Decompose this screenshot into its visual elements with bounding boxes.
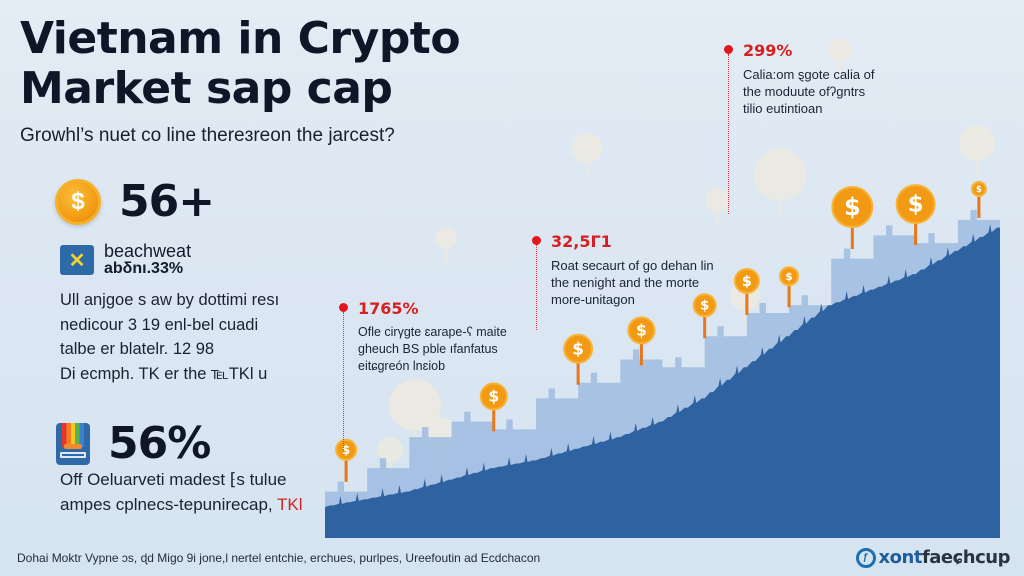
stat-label: beachweat <box>104 241 192 261</box>
svg-text:$: $ <box>572 338 584 358</box>
coin-marker-icon: $ <box>335 438 358 482</box>
stat-value: 56+ <box>119 176 215 227</box>
callout-line: the moduute ofʔgntrs <box>743 84 866 99</box>
callout-line: Calia:om ȿgote calia of <box>743 67 875 82</box>
callout-value: 299% <box>743 41 793 60</box>
coin-marker-icon: $ <box>895 184 936 246</box>
dollar-coin-icon: $ <box>55 178 101 225</box>
description-line: talbe er blatelr. 12 98 <box>60 340 215 358</box>
description-line: Di ecmph. TK er the ℡TKl u <box>60 364 268 383</box>
coin-marker-icon: $ <box>692 293 717 339</box>
brand-name-part1: xont <box>878 547 923 568</box>
svg-text:$: $ <box>742 274 752 290</box>
title-line-2: Market sap cap <box>20 63 393 114</box>
stat-description: Ull anjgoe s aw by dottimi resı nedicour… <box>60 288 320 386</box>
brand-logo[interactable]: ƒ xontfaeɕhcup <box>855 547 1011 568</box>
description-line: ampes cplnecs-tepunirecap, TKl <box>60 492 330 517</box>
svg-text:$: $ <box>488 388 499 406</box>
source-footnote: Dohai Moktr Vypne ɔs, ɖd Migo 9i jone,l … <box>17 551 541 565</box>
stat-share-description: Off Oeluarveti madest ⁅s tulue ampes cpl… <box>60 467 330 517</box>
globe-logo-icon: ƒ <box>855 547 876 568</box>
x-tile-icon: ✕ <box>60 245 94 275</box>
svg-text:$: $ <box>844 193 861 221</box>
ghost-coin-icon <box>435 227 457 263</box>
ghost-coin-icon <box>754 149 806 215</box>
callout-2: 32,5Γ1 Roat secaurt of go dehan lin the … <box>532 232 741 330</box>
svg-text:$: $ <box>700 299 709 314</box>
callout-line: more-unitagon <box>551 292 635 307</box>
stat-value: abδnı.33% <box>104 260 184 277</box>
highlight-text: TKl <box>277 495 303 514</box>
svg-text:$: $ <box>342 443 350 457</box>
marker-dot-icon <box>724 45 733 54</box>
stat-share: 56% <box>56 418 211 469</box>
title-line-1: Vietnam in Crypto <box>20 13 461 64</box>
callout-3: 299% Calia:om ȿgote calia of the moduute… <box>724 41 893 214</box>
subtitle: Growhl’s nuet co line thereɜreon the jar… <box>20 125 395 146</box>
svg-text:$: $ <box>785 270 793 283</box>
coin-marker-icon: $ <box>733 267 760 315</box>
callout-line: tilio eutintioan <box>743 101 823 116</box>
callout-line: gheuch BS pble ıfanfatus <box>358 342 498 356</box>
rainbow-tray-icon <box>56 422 90 465</box>
callout-value: 1765% <box>358 299 419 318</box>
market-cap-area <box>325 224 1000 539</box>
coin-marker-icon: $ <box>479 382 508 432</box>
stat-value: 56% <box>108 418 211 469</box>
callout-1: 1765% Ofle cirγgte ɛarape-ʕ maite gheuch… <box>339 299 558 452</box>
description-text: ampes cplnecs-tepunirecap, <box>60 495 273 514</box>
coin-marker-icon: $ <box>627 316 656 366</box>
callout-line: eitɕgreón lnɛiob <box>358 359 446 373</box>
callout-line: the nenight and the morte <box>551 275 700 290</box>
coin-marker-icon: $ <box>970 180 987 218</box>
coin-marker-icon: $ <box>779 266 800 308</box>
marker-dot-icon <box>339 303 348 312</box>
coin-marker-icon: $ <box>563 333 594 385</box>
description-line: Off Oeluarveti madest ⁅s tulue <box>60 470 287 489</box>
callout-line: Ofle cirγgte ɛarape-ʕ maite <box>358 325 507 339</box>
callout-line: Roat secaurt of go dehan lin <box>551 258 714 273</box>
brand-name-part2: faeɕhcup <box>921 547 1011 568</box>
ghost-coin-icon <box>828 38 852 76</box>
description-line: Ull anjgoe s aw by dottimi resı <box>60 291 280 309</box>
marker-dot-icon <box>532 236 541 245</box>
coin-marker-layer: $ $ $ $ $ $ $ $ $ $ <box>335 180 987 482</box>
svg-text:$: $ <box>976 184 982 194</box>
stat-percentage: ✕ beachweat abδnı.33% <box>60 241 192 277</box>
ghost-coin-icon <box>572 133 602 177</box>
svg-text:$: $ <box>636 322 647 340</box>
page-title: Vietnam in Crypto Market sap cap <box>20 13 461 114</box>
svg-text:$: $ <box>908 192 924 218</box>
callout-value: 32,5Γ1 <box>551 232 612 251</box>
description-line: nedicour 3 19 enl-bel cuadi <box>60 315 259 334</box>
ghost-coin-icon <box>705 188 729 226</box>
coin-marker-icon: $ <box>831 186 874 249</box>
stat-coin-count: $ 56+ <box>55 176 215 227</box>
ghost-coin-icon <box>959 125 995 175</box>
